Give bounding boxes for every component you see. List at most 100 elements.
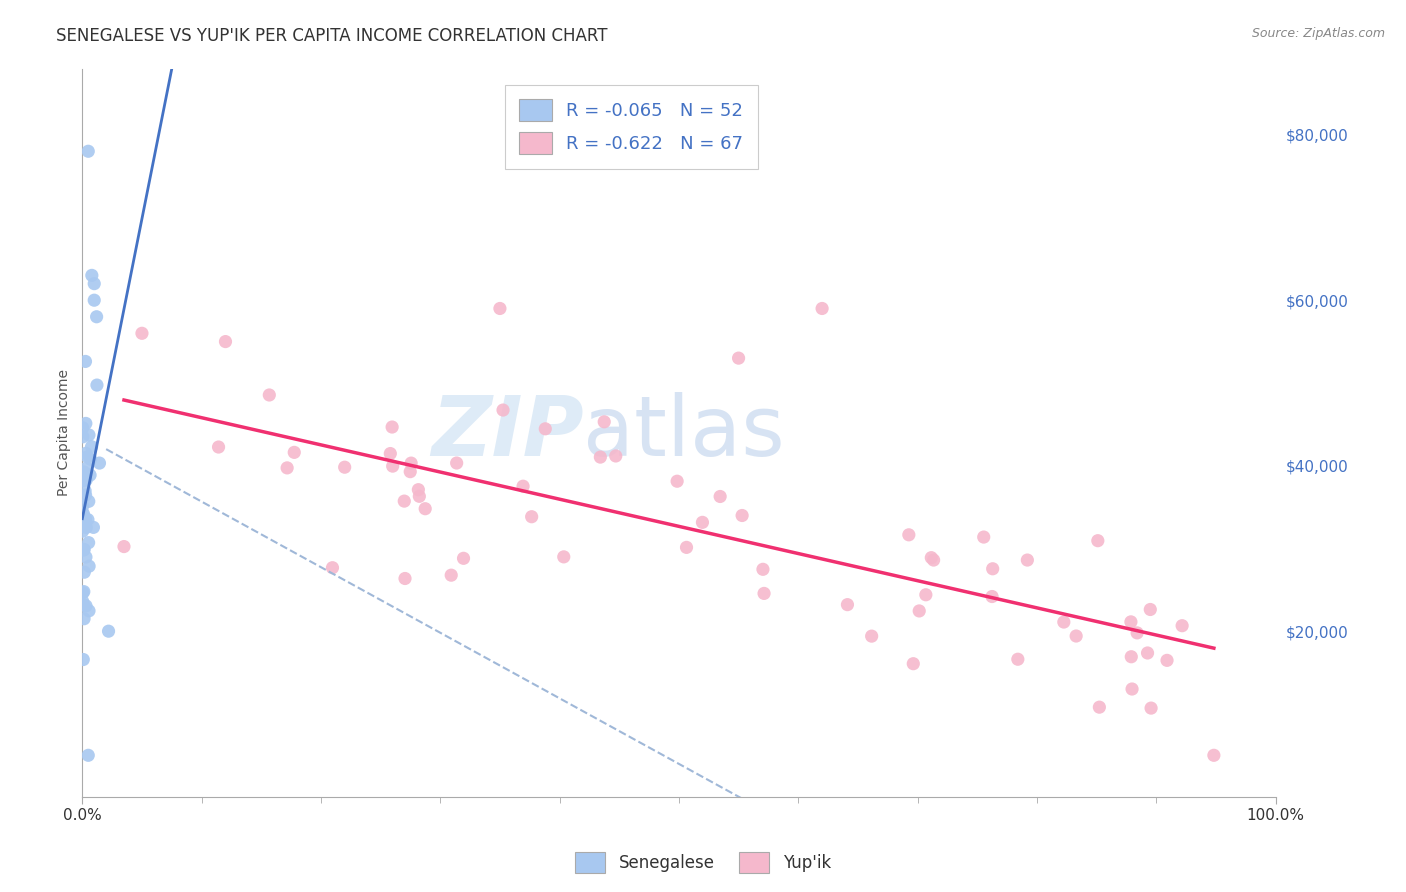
Point — [408, 483, 430, 497]
Point — [1140, 701, 1163, 715]
Point — [897, 528, 920, 542]
Point — [77, 494, 100, 508]
Point — [75, 483, 97, 498]
Point — [709, 490, 731, 504]
Point — [731, 508, 754, 523]
Point — [1088, 700, 1111, 714]
Point — [1136, 646, 1159, 660]
Point — [1119, 615, 1142, 629]
Point — [1064, 629, 1087, 643]
Point — [860, 629, 883, 643]
Point — [321, 560, 343, 574]
Point — [83, 293, 105, 308]
Y-axis label: Per Capita Income: Per Capita Income — [58, 369, 72, 496]
Point — [394, 494, 416, 508]
Point — [333, 460, 356, 475]
Point — [72, 507, 94, 521]
Point — [75, 599, 97, 613]
Text: Source: ZipAtlas.com: Source: ZipAtlas.com — [1251, 27, 1385, 40]
Point — [920, 550, 942, 565]
Point — [922, 553, 945, 567]
Point — [75, 473, 97, 487]
Point — [97, 624, 120, 639]
Point — [1126, 626, 1149, 640]
Point — [666, 474, 689, 488]
Point — [973, 530, 995, 544]
Point — [1202, 748, 1225, 763]
Point — [399, 465, 422, 479]
Point — [675, 541, 697, 555]
Point — [72, 430, 94, 444]
Point — [86, 310, 108, 324]
Point — [72, 652, 94, 666]
Point — [207, 440, 229, 454]
Point — [1139, 602, 1161, 616]
Point — [492, 403, 515, 417]
Point — [408, 489, 430, 503]
Point — [77, 559, 100, 574]
Point — [79, 452, 101, 467]
Point — [214, 334, 236, 349]
Point — [72, 507, 94, 521]
Point — [75, 550, 97, 565]
Point — [72, 543, 94, 558]
Point — [73, 542, 96, 557]
Point — [79, 468, 101, 483]
Point — [131, 326, 153, 341]
Point — [72, 594, 94, 608]
Point — [72, 499, 94, 513]
Point — [77, 604, 100, 618]
Point — [72, 468, 94, 483]
Point — [453, 551, 475, 566]
Point — [811, 301, 834, 316]
Point — [381, 459, 404, 474]
Point — [72, 598, 94, 612]
Point — [77, 145, 100, 159]
Point — [520, 509, 543, 524]
Point — [80, 268, 103, 283]
Text: SENEGALESE VS YUP'IK PER CAPITA INCOME CORRELATION CHART: SENEGALESE VS YUP'IK PER CAPITA INCOME C… — [56, 27, 607, 45]
Point — [72, 421, 94, 435]
Legend: R = -0.065   N = 52, R = -0.622   N = 67: R = -0.065 N = 52, R = -0.622 N = 67 — [505, 85, 758, 169]
Point — [75, 520, 97, 534]
Point — [440, 568, 463, 582]
Legend: Senegalese, Yup'ik: Senegalese, Yup'ik — [568, 846, 838, 880]
Point — [77, 748, 100, 763]
Point — [981, 562, 1004, 576]
Point — [534, 422, 557, 436]
Point — [1121, 681, 1143, 696]
Point — [72, 474, 94, 488]
Point — [1007, 652, 1029, 666]
Point — [593, 415, 616, 429]
Point — [1053, 615, 1076, 629]
Point — [489, 301, 512, 316]
Point — [259, 388, 281, 402]
Point — [82, 520, 104, 534]
Point — [413, 501, 436, 516]
Point — [76, 450, 98, 464]
Point — [72, 524, 94, 539]
Text: ZIP: ZIP — [430, 392, 583, 473]
Point — [86, 378, 108, 392]
Point — [512, 479, 534, 493]
Point — [73, 465, 96, 479]
Point — [915, 588, 938, 602]
Point — [727, 351, 749, 365]
Point — [73, 584, 96, 599]
Point — [83, 277, 105, 291]
Point — [80, 440, 103, 454]
Point — [752, 586, 775, 600]
Text: atlas: atlas — [583, 392, 785, 473]
Point — [75, 354, 97, 368]
Point — [72, 585, 94, 599]
Point — [589, 450, 612, 464]
Point — [1121, 649, 1143, 664]
Point — [605, 449, 627, 463]
Point — [73, 612, 96, 626]
Point — [75, 511, 97, 525]
Point — [72, 470, 94, 484]
Point — [692, 516, 714, 530]
Point — [908, 604, 931, 618]
Point — [380, 446, 402, 460]
Point — [77, 513, 100, 527]
